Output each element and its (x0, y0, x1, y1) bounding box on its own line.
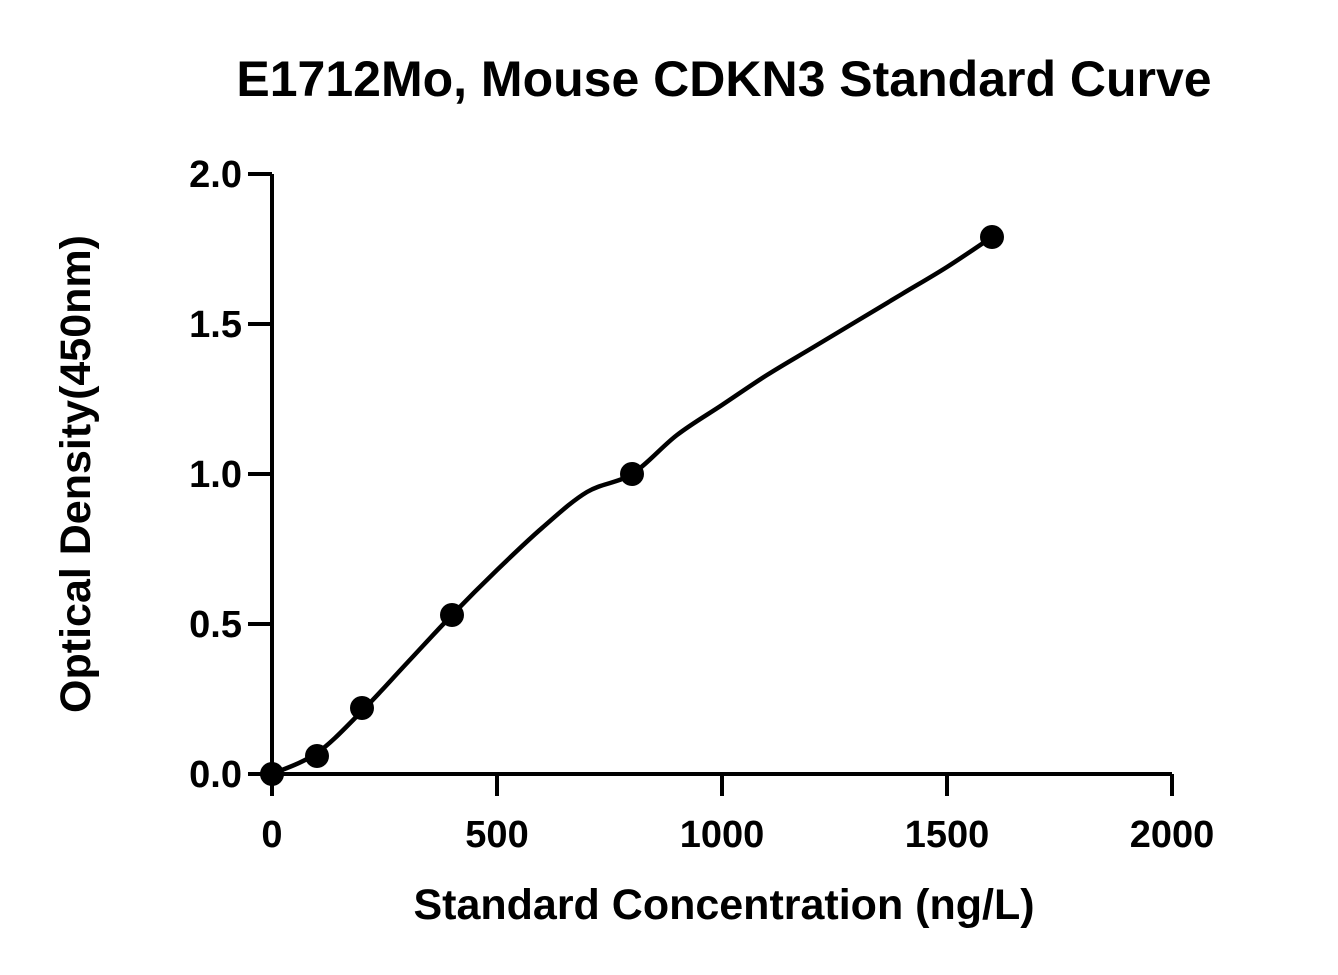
data-point (980, 225, 1004, 249)
y-tick-label: 1.5 (189, 304, 242, 346)
x-tick-label: 1000 (680, 814, 765, 856)
y-tick-label: 2.0 (189, 154, 242, 196)
chart-title: E1712Mo, Mouse CDKN3 Standard Curve (236, 51, 1211, 107)
data-point (620, 462, 644, 486)
data-point (305, 744, 329, 768)
y-tick-label: 0.0 (189, 754, 242, 796)
data-point (260, 762, 284, 786)
y-axis-label: Optical Density(450nm) (52, 235, 100, 713)
x-tick-label: 2000 (1130, 814, 1215, 856)
x-tick-label: 0 (261, 814, 282, 856)
data-point (440, 603, 464, 627)
data-point (350, 696, 374, 720)
plot-area: 0.0 0.5 1.0 1.5 2.0 0 500 1000 1500 2000 (189, 154, 1214, 856)
fit-curve-line (269, 234, 995, 777)
y-tick-label: 1.0 (189, 454, 242, 496)
x-axis-label: Standard Concentration (ng/L) (413, 881, 1034, 929)
x-tick-label: 1500 (905, 814, 990, 856)
y-tick-label: 0.5 (189, 604, 242, 646)
x-tick-label: 500 (465, 814, 528, 856)
